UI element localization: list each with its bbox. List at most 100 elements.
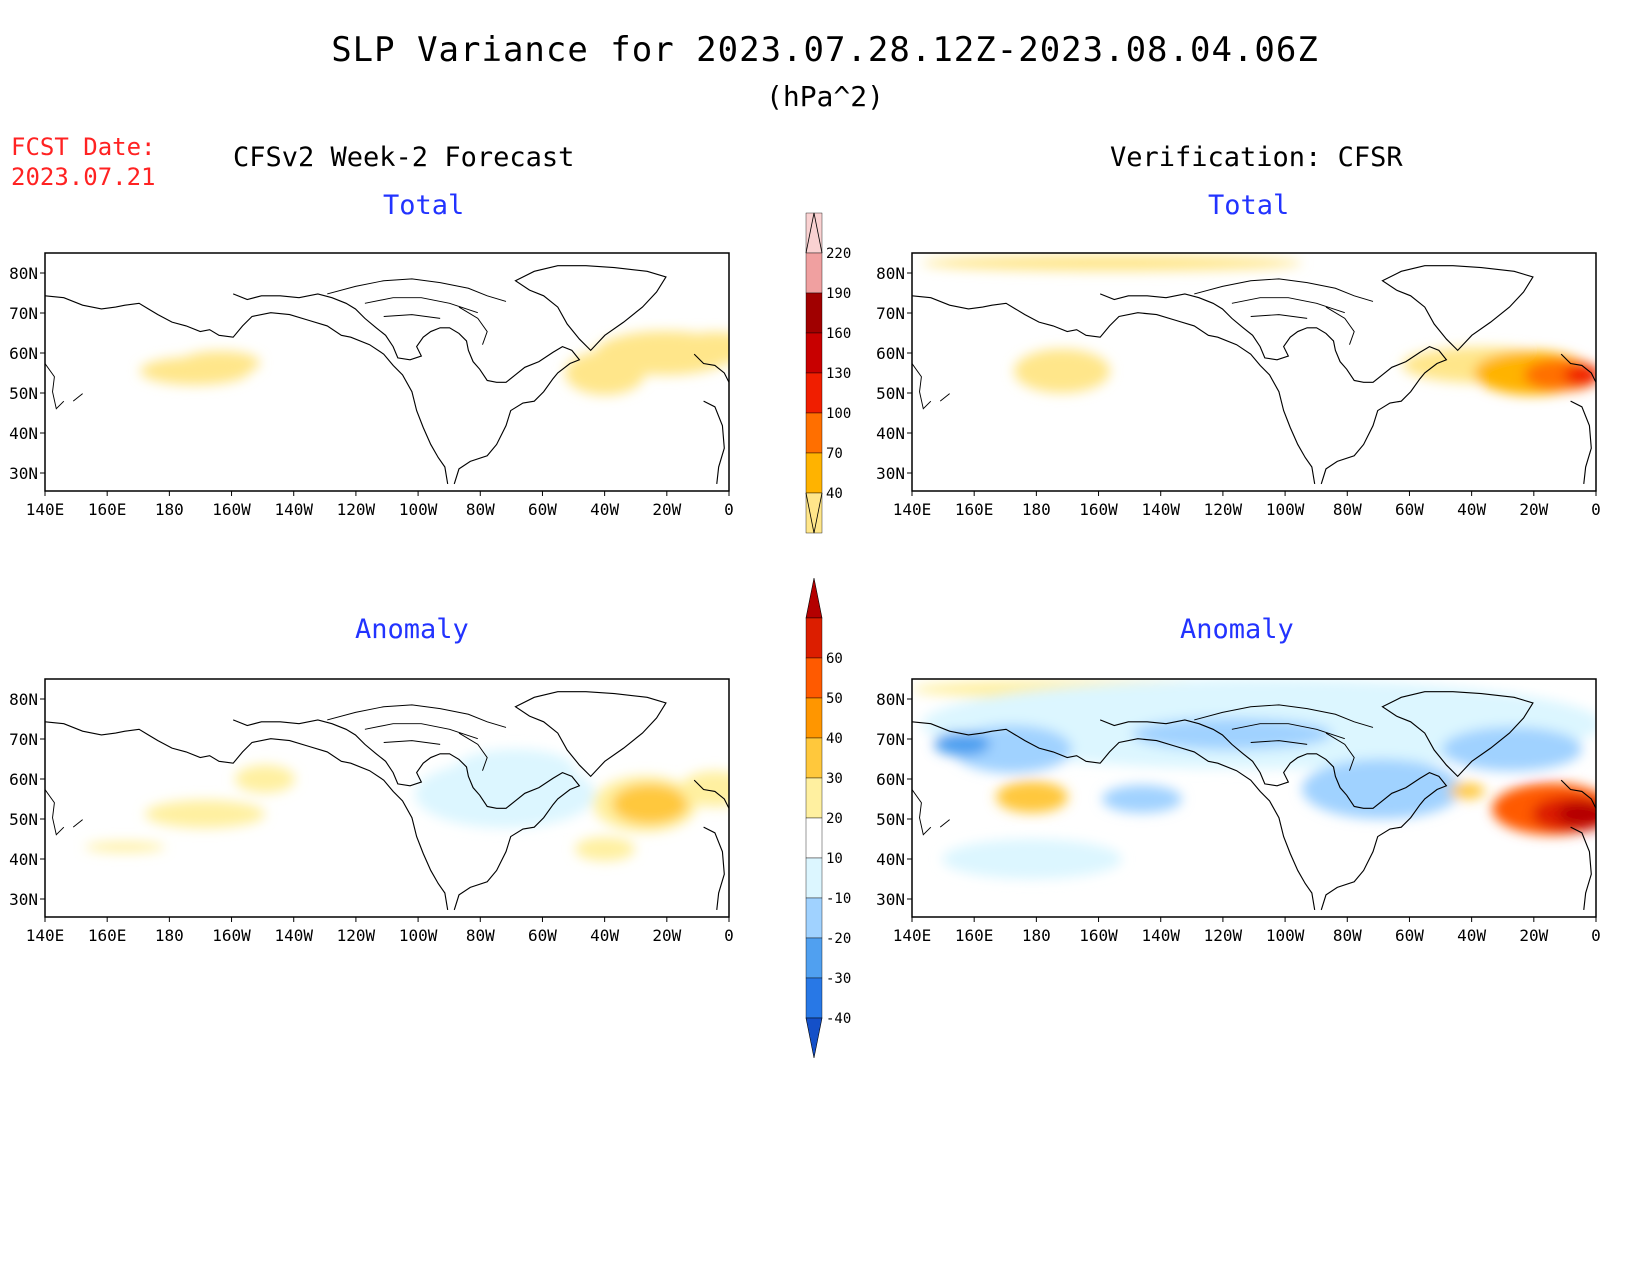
colorbar-label: 40 [826, 731, 843, 747]
lat-tick-label: 50N [876, 384, 905, 403]
map-frame [44, 678, 730, 918]
colorbar-segment [805, 212, 823, 254]
lon-tick-label: 60W [1395, 926, 1424, 945]
colorbar-end-caps [805, 212, 823, 534]
lon-tick-label: 160E [955, 926, 994, 945]
lon-tick-label: 140E [26, 500, 65, 519]
lat-tick-label: 40N [876, 850, 905, 869]
verification-total-title: Total [1208, 190, 1290, 221]
shaded-region [680, 771, 729, 807]
fcst-date-label: FCST Date: [11, 133, 156, 161]
colorbar-label: 100 [826, 406, 851, 422]
lat-tick-label: 60N [876, 770, 905, 789]
total-colorbar: 220 190 160 130 100 70 40 [805, 212, 851, 534]
lon-tick-label: 80W [1333, 500, 1362, 519]
lon-tick-label: 40W [590, 500, 619, 519]
lat-tick-label: 70N [9, 730, 38, 749]
lon-tick-label: 60W [528, 926, 557, 945]
shaded-region [1302, 759, 1462, 819]
forecast-total-panel: 140E 160E 180 160W 140W 120W 100W 80W 60W 40W 20W 0… [9, 252, 734, 519]
colorbar-segment [805, 332, 823, 374]
colorbar-segment [805, 372, 823, 414]
lon-tick-label: 20W [1519, 926, 1548, 945]
shaded-region [145, 800, 265, 828]
lon-tick-label: 40W [1457, 926, 1486, 945]
lat-tick-label: 50N [876, 810, 905, 829]
lon-tick-label: 120W [337, 500, 376, 519]
colorbar-segment [805, 977, 823, 1019]
shaded-region [455, 749, 575, 789]
lon-tick-label: 140E [893, 500, 932, 519]
colorbar-segment [805, 937, 823, 979]
map-frame [911, 252, 1597, 492]
colorbar-segment [805, 817, 823, 859]
lon-tick-label: 40W [590, 926, 619, 945]
colorbar-label: -20 [826, 931, 851, 947]
lon-tick-label: 100W [399, 500, 438, 519]
shaded-region [942, 839, 1122, 879]
lon-tick-label: 60W [528, 500, 557, 519]
shaded-region [235, 765, 295, 793]
lon-tick-label: 80W [466, 926, 495, 945]
colorbar-segment [805, 657, 823, 699]
shaded-region [934, 732, 990, 756]
units-label: (hPa^2) [765, 80, 884, 113]
colorbar-label: 60 [826, 651, 843, 667]
shaded-region [612, 784, 688, 824]
shaded-region [1564, 365, 1596, 385]
lon-tick-label: 0 [724, 500, 734, 519]
lon-tick-label: 100W [1266, 500, 1305, 519]
verification-anomaly-title: Anomaly [1180, 614, 1294, 645]
colorbar-segment [805, 292, 823, 334]
colorbar-arrow-top [805, 577, 823, 619]
colorbar-segment [805, 452, 823, 494]
shaded-region [922, 255, 1302, 271]
forecast-total-title: Total [383, 190, 465, 221]
lon-tick-label: 20W [652, 500, 681, 519]
lat-tick-label: 40N [9, 850, 38, 869]
colorbar-label: 10 [826, 851, 843, 867]
colorbar-segment [805, 492, 823, 534]
lat-tick-label: 60N [9, 770, 38, 789]
lon-tick-label: 40W [1457, 500, 1486, 519]
forecast-anomaly-panel: 140E 160E 180 160W 140W 120W 100W 80W 60W 40W 20W 0… [9, 678, 734, 945]
lon-tick-label: 160E [88, 500, 127, 519]
shaded-region [1449, 783, 1485, 799]
forecast-header: CFSv2 Week-2 Forecast [233, 142, 575, 173]
colorbar-segment [805, 697, 823, 739]
colorbar-segment [805, 777, 823, 819]
colorbar-label: 40 [826, 486, 843, 502]
lon-tick-label: 140E [26, 926, 65, 945]
lon-tick-label: 60W [1395, 500, 1424, 519]
lon-tick-label: 180 [155, 500, 184, 519]
lon-tick-label: 120W [337, 926, 376, 945]
map-frame [911, 678, 1597, 918]
colorbar-label: 220 [826, 246, 851, 262]
colorbar-label: 130 [826, 366, 851, 382]
lat-tick-label: 80N [9, 690, 38, 709]
colorbar-segment [805, 897, 823, 939]
shaded-region [1132, 718, 1332, 750]
shading-layer [912, 679, 1596, 879]
verification-anomaly-panel: 140E 160E 180 160W 140W 120W 100W 80W 60W 40W 20W 0… [876, 678, 1601, 945]
lon-tick-label: 80W [466, 500, 495, 519]
shaded-region [1014, 349, 1110, 393]
lat-tick-label: 60N [9, 344, 38, 363]
lon-tick-label: 20W [652, 926, 681, 945]
colorbar-segment [805, 857, 823, 899]
lat-tick-label: 80N [876, 264, 905, 283]
lon-tick-label: 80W [1333, 926, 1362, 945]
lon-tick-label: 0 [1591, 926, 1601, 945]
shaded-region [675, 332, 729, 364]
colorbar-label: -40 [826, 1011, 851, 1027]
shading-layer [922, 255, 1596, 395]
colorbar-label: 160 [826, 326, 851, 342]
shaded-region [1442, 727, 1582, 771]
lon-tick-label: 0 [1591, 500, 1601, 519]
shaded-region [1558, 802, 1596, 826]
lat-tick-label: 50N [9, 384, 38, 403]
lat-tick-label: 30N [876, 464, 905, 483]
lon-tick-label: 140W [1141, 926, 1180, 945]
shaded-region [1102, 785, 1182, 813]
shaded-region [996, 781, 1068, 813]
